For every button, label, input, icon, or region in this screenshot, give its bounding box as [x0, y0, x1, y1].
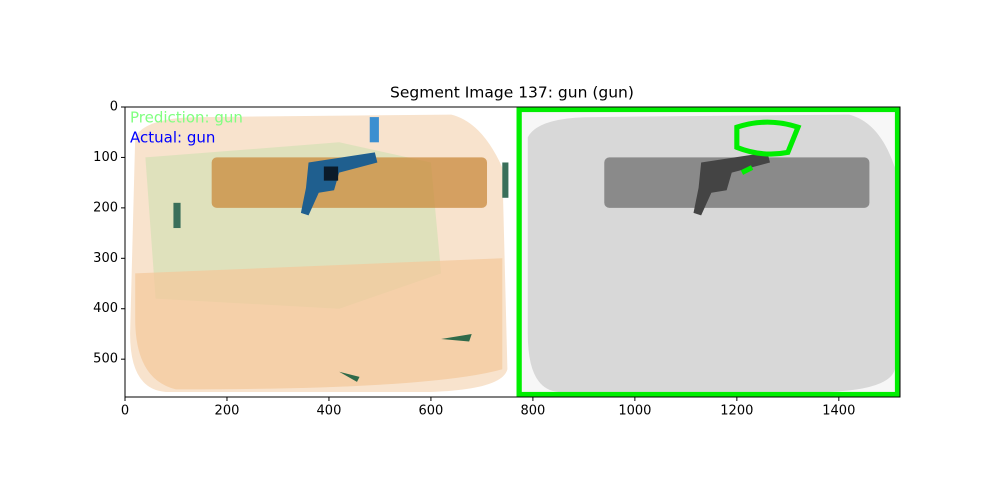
y-tick-label: 200: [93, 200, 118, 215]
axes-frame: [124, 106, 901, 398]
chart-title: Segment Image 137: gun (gun): [390, 84, 634, 102]
y-tick-label: 100: [93, 150, 118, 165]
x-tick-label: 0: [121, 404, 129, 419]
x-tick-label: 1000: [618, 404, 651, 419]
y-tick-label: 300: [93, 251, 118, 266]
x-tick-label: 800: [520, 404, 545, 419]
image-annotation: Actual: gun: [130, 129, 215, 147]
y-tick-label: 400: [93, 301, 118, 316]
image-annotation: Prediction: gun: [130, 109, 243, 127]
y-tick-label: 0: [110, 100, 118, 115]
x-tick-label: 600: [419, 404, 444, 419]
y-tick-label: 500: [93, 352, 118, 367]
x-tick-label: 1200: [720, 404, 753, 419]
image: [125, 107, 900, 397]
x-tick-label: 1400: [822, 404, 855, 419]
x-tick-label: 400: [317, 404, 342, 419]
x-tick-label: 200: [215, 404, 240, 419]
